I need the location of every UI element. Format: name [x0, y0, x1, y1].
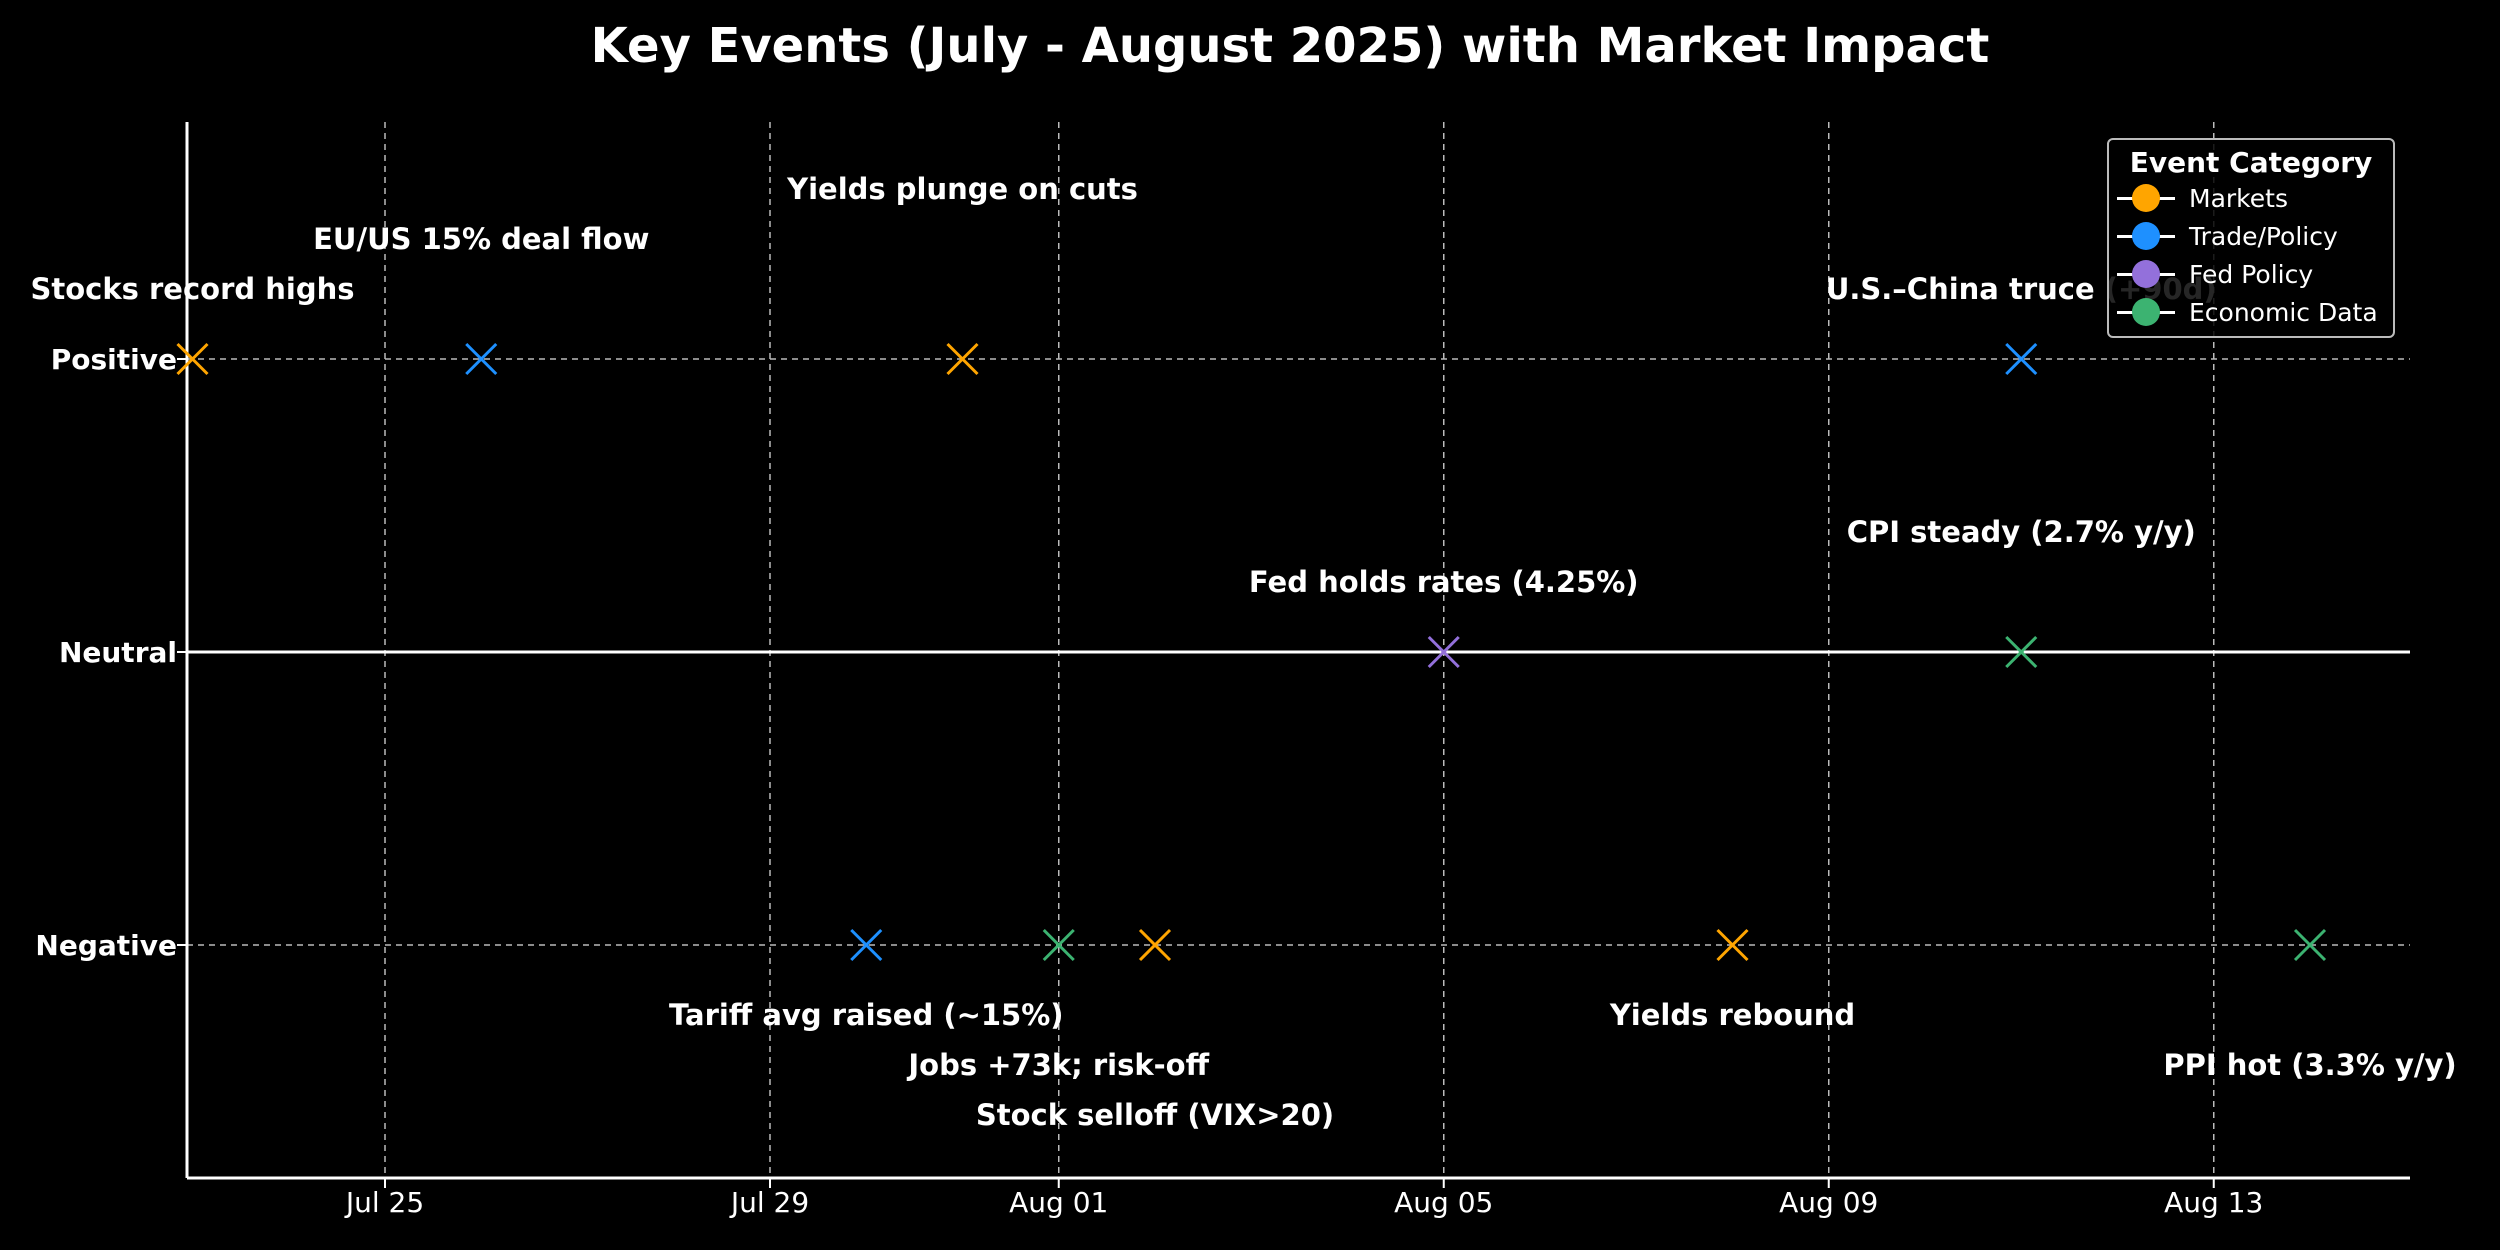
event-label-stock-selloff-vix-20: Stock selloff (VIX>20) [976, 1098, 1334, 1132]
event-label-stocks-record-highs: Stocks record highs [31, 272, 355, 306]
event-marker-cpi-steady-2-7-y-y [2005, 635, 2038, 669]
event-marker-jobs-73k-risk-off [1042, 928, 1075, 962]
legend-label: Markets [2189, 183, 2288, 213]
legend-swatch-icon [2117, 217, 2175, 255]
event-marker-fed-holds-rates-4-25 [1427, 635, 1460, 669]
axes [177, 122, 2410, 1188]
legend-swatch-icon [2117, 255, 2175, 293]
event-label-yields-plunge-on-cuts: Yields plunge on cuts [786, 172, 1138, 206]
x-tick-label: Aug 05 [1394, 1186, 1493, 1219]
event-label-jobs-73k-risk-off: Jobs +73k; risk-off [906, 1048, 1209, 1082]
legend-item-trade-policy: Trade/Policy [2109, 217, 2393, 255]
x-tick-label: Aug 01 [1009, 1186, 1108, 1219]
chart-title: Key Events (July - August 2025) with Mar… [590, 18, 1990, 74]
legend-item-economic-data: Economic Data [2109, 293, 2393, 331]
event-label-yields-rebound: Yields rebound [1609, 998, 1855, 1032]
legend-swatch-icon [2117, 293, 2175, 331]
legend-item-fed-policy: Fed Policy [2109, 255, 2393, 293]
event-marker-tariff-avg-raised-15 [850, 928, 883, 962]
legend-label: Trade/Policy [2189, 221, 2338, 251]
event-marker-u-s-china-truce-90d [2005, 342, 2038, 376]
event-marker-stocks-record-highs [176, 342, 209, 376]
legend-swatch-icon [2117, 179, 2175, 217]
event-label-cpi-steady-2-7-y-y: CPI steady (2.7% y/y) [1847, 515, 2196, 549]
x-tick-label: Jul 25 [344, 1186, 424, 1219]
legend-item-markets: Markets [2109, 179, 2393, 217]
event-markers [176, 342, 2327, 962]
x-tick-label: Aug 09 [1779, 1186, 1878, 1219]
legend-label: Fed Policy [2189, 259, 2314, 289]
event-marker-ppi-hot-3-3-y-y [2293, 928, 2327, 962]
event-label-ppi-hot-3-3-y-y: PPI hot (3.3% y/y) [2163, 1048, 2456, 1082]
event-marker-yields-rebound [1716, 928, 1749, 962]
event-marker-yields-plunge-on-cuts [946, 342, 979, 376]
legend-title: Event Category [2129, 146, 2373, 179]
x-tick-label: Jul 29 [729, 1186, 809, 1219]
event-label-fed-holds-rates-4-25: Fed holds rates (4.25%) [1249, 565, 1639, 599]
x-tick-label: Aug 13 [2164, 1186, 2263, 1219]
y-tick-label-positive: Positive [51, 343, 177, 376]
event-marker-eu-us-15-deal-flow [465, 342, 498, 376]
y-tick-label-neutral: Neutral [59, 636, 177, 669]
event-label-tariff-avg-raised-15: Tariff avg raised (~15%) [669, 998, 1064, 1032]
tick-labels: Jul 25 Jul 29 Aug 01 Aug 05 Aug 09 Aug 13 Nega… [35, 343, 2263, 1219]
event-marker-stock-selloff-vix-20 [1138, 928, 1172, 962]
legend-label: Economic Data [2189, 297, 2378, 327]
gridlines [187, 122, 2410, 1178]
event-labels: Stocks record highs EU/US 15% deal flow Yi… [31, 172, 2457, 1132]
event-label-eu-us-15-deal-flow: EU/US 15% deal flow [313, 222, 649, 256]
legend: Event Category Markets Trade/Policy Fed Po… [2107, 138, 2395, 338]
y-tick-label-negative: Negative [35, 929, 177, 962]
